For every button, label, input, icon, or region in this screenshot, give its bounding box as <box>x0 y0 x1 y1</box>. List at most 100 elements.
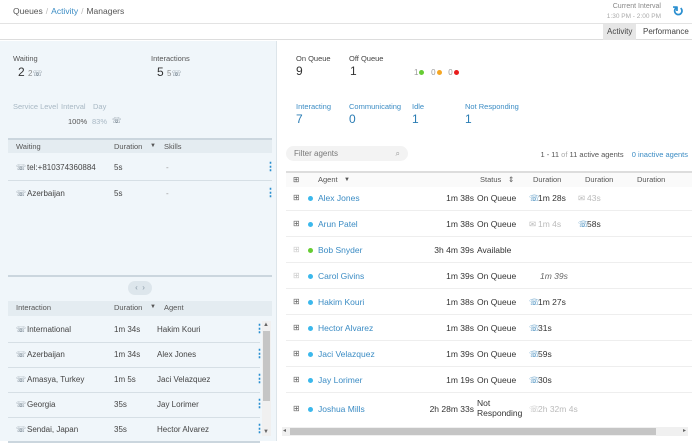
expand-icon[interactable]: ⊞ <box>293 349 300 358</box>
filter-agents-input[interactable]: Filter agents ⌕ <box>286 146 408 161</box>
expand-icon[interactable]: ⊞ <box>293 297 300 306</box>
breadcrumb-queues[interactable]: Queues <box>13 6 43 16</box>
scroll-down-icon[interactable]: ▼ <box>263 429 269 435</box>
expand-icon[interactable]: ⊞ <box>293 219 300 228</box>
col-duration-3[interactable]: Duration <box>637 175 666 184</box>
expand-icon[interactable]: ⊞ <box>293 271 300 280</box>
kebab-menu-icon[interactable]: ⋮ <box>265 161 276 173</box>
interval-col-label: Interval <box>61 102 86 111</box>
agent-row[interactable]: ⊞ Hector Alvarez 1m 38s On Queue ☏ 31s <box>286 315 692 341</box>
tab-activity[interactable]: Activity <box>603 24 637 40</box>
status-dot-icon <box>308 222 313 227</box>
current-interval: Current Interval 1:30 PM - 2:00 PM <box>607 2 661 22</box>
col-duration[interactable]: Duration <box>114 303 143 312</box>
kebab-menu-icon[interactable]: ⋮ <box>265 187 276 199</box>
status-dot-icon <box>308 326 313 331</box>
agent-row[interactable]: ⊞ Joshua Mills 2h 28m 33s Not Responding… <box>286 393 692 425</box>
interaction-name: International <box>27 325 72 334</box>
kebab-menu-icon[interactable]: ⋮ <box>254 423 265 435</box>
agent-row[interactable]: ⊞ Bob Snyder 3h 4m 39s Available <box>286 237 692 263</box>
interaction-name: Azerbaijan <box>27 350 65 359</box>
count-of: of <box>561 150 568 159</box>
expand-all-icon[interactable]: ⊞ <box>293 175 300 184</box>
sort-desc-icon[interactable]: ▼ <box>150 143 156 149</box>
scroll-right-icon[interactable]: ▸ <box>682 428 686 434</box>
search-icon[interactable]: ⌕ <box>395 149 400 158</box>
phone-icon: ☏ <box>16 400 27 409</box>
refresh-icon[interactable]: ↻ <box>672 3 684 19</box>
col-duration-1[interactable]: Duration <box>533 175 562 184</box>
agent-time: 1m 38s <box>446 219 474 229</box>
agent-time: 1m 38s <box>446 323 474 333</box>
agent-status: On Queue <box>477 297 517 307</box>
phone-icon: ☏ <box>578 219 589 229</box>
interaction-agent: Jaci Velazquez <box>157 375 211 384</box>
col-status[interactable]: Status <box>480 175 502 184</box>
agent-name[interactable]: Bob Snyder <box>318 245 363 255</box>
interaction-row[interactable]: ☏ Azerbaijan 1m 34s Alex Jones ⋮ <box>8 343 265 368</box>
expand-icon[interactable]: ⊞ <box>293 323 300 332</box>
agent-name[interactable]: Arun Patel <box>318 219 358 229</box>
interaction-row[interactable]: ☏ International 1m 34s Hakim Kouri ⋮ <box>8 318 265 343</box>
chevron-right-icon[interactable]: › <box>142 283 145 292</box>
agent-row[interactable]: ⊞ Arun Patel 1m 38s On Queue ✉ 1m 4s ☏ 5… <box>286 211 692 237</box>
pager[interactable]: ‹ › <box>128 281 152 295</box>
interacting-label: Interacting <box>296 102 332 111</box>
agent-duration-1: 59s <box>538 349 552 359</box>
interaction-row[interactable]: ☏ Sendai, Japan 35s Hector Alvarez ⋮ <box>8 418 265 443</box>
agent-name[interactable]: Alex Jones <box>318 193 360 203</box>
agent-row[interactable]: ⊞ Jay Lorimer 1m 19s On Queue ☏ 30s <box>286 367 692 393</box>
available-count: 1 <box>414 68 419 77</box>
col-duration-2[interactable]: Duration <box>585 175 614 184</box>
chevron-left-icon[interactable]: ‹ <box>135 283 138 292</box>
agent-name[interactable]: Jay Lorimer <box>318 375 363 385</box>
sort-icon[interactable]: ⇕ <box>508 175 515 184</box>
col-skills[interactable]: Skills <box>164 142 182 151</box>
scrollbar-thumb[interactable] <box>290 428 656 435</box>
col-agent[interactable]: Agent <box>164 303 184 312</box>
col-agent[interactable]: Agent <box>318 175 338 184</box>
agent-row[interactable]: ⊞ Hakim Kouri 1m 38s On Queue ☏ 1m 27s <box>286 289 692 315</box>
agent-row[interactable]: ⊞ Jaci Velazquez 1m 39s On Queue ☏ 59s <box>286 341 692 367</box>
status-indicators: 1 0 0 <box>414 68 459 77</box>
kebab-menu-icon[interactable]: ⋮ <box>254 323 265 335</box>
interaction-row[interactable]: ☏ Amasya, Turkey 1m 5s Jaci Velazquez ⋮ <box>8 368 265 393</box>
agent-time: 3h 4m 39s <box>434 245 474 255</box>
agents-horizontal-scrollbar[interactable]: ◂ ▸ <box>282 427 688 436</box>
expand-icon[interactable]: ⊞ <box>293 245 300 254</box>
col-interaction[interactable]: Interaction <box>16 303 52 312</box>
service-level-label: Service Level <box>13 102 59 111</box>
expand-icon[interactable]: ⊞ <box>293 193 300 202</box>
scroll-up-icon[interactable]: ▲ <box>263 322 269 328</box>
agent-name[interactable]: Carol Givins <box>318 271 365 281</box>
agent-row[interactable]: ⊞ Carol Givins 1m 39s On Queue 1m 39s <box>286 263 692 289</box>
kebab-menu-icon[interactable]: ⋮ <box>254 373 265 385</box>
col-waiting[interactable]: Waiting <box>16 142 41 151</box>
breadcrumb-separator: / <box>81 6 84 16</box>
agent-name[interactable]: Hakim Kouri <box>318 297 365 307</box>
expand-icon[interactable]: ⊞ <box>293 375 300 384</box>
off-queue-label: Off Queue <box>349 54 384 63</box>
tab-performance[interactable]: Performance <box>643 27 689 36</box>
interaction-row[interactable]: ☏ Georgia 35s Jay Lorimer ⋮ <box>8 393 265 418</box>
expand-icon[interactable]: ⊞ <box>293 404 300 413</box>
agent-name[interactable]: Joshua Mills <box>318 404 365 414</box>
agent-name[interactable]: Jaci Velazquez <box>318 349 375 359</box>
kebab-menu-icon[interactable]: ⋮ <box>254 398 265 410</box>
waiting-row[interactable]: ☏ tel:+810374360884 5s - ⋮ <box>8 156 276 181</box>
interaction-scrollbar[interactable]: ▲ ▼ <box>262 321 271 436</box>
kebab-menu-icon[interactable]: ⋮ <box>254 348 265 360</box>
col-duration[interactable]: Duration <box>114 142 143 151</box>
scrollbar-thumb[interactable] <box>263 331 270 401</box>
agent-row[interactable]: ⊞ Alex Jones 1m 38s On Queue ☏ 1m 28s ✉ … <box>286 185 692 211</box>
sort-desc-icon[interactable]: ▼ <box>150 304 156 310</box>
agent-name[interactable]: Hector Alvarez <box>318 323 374 333</box>
phone-icon: ☏ <box>16 325 27 334</box>
waiting-row[interactable]: ☏ Azerbaijan 5s - ⋮ <box>8 182 276 207</box>
breadcrumb-managers[interactable]: Managers <box>86 6 125 16</box>
agent-status: Available <box>477 245 512 255</box>
scroll-left-icon[interactable]: ◂ <box>283 428 287 434</box>
breadcrumb-activity[interactable]: Activity <box>51 6 79 16</box>
sort-desc-icon[interactable]: ▼ <box>344 177 350 183</box>
inactive-agents-link[interactable]: 0 inactive agents <box>631 150 688 159</box>
